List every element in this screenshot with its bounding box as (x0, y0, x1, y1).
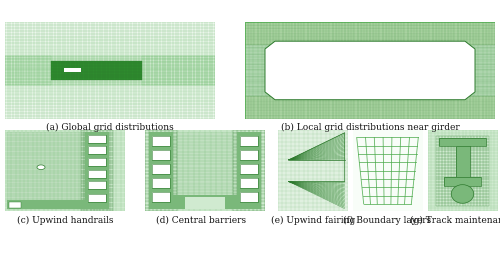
Text: (a) Global grid distributions: (a) Global grid distributions (46, 123, 174, 133)
Bar (240, 178, 258, 188)
Bar (152, 192, 170, 202)
Bar (5, 105, 215, 119)
Bar (88, 181, 106, 189)
Bar (444, 176, 480, 186)
Text: (f) Boundary layers: (f) Boundary layers (344, 215, 432, 225)
Bar (456, 146, 469, 176)
Bar (152, 150, 170, 160)
Bar (9, 202, 21, 208)
Circle shape (452, 185, 473, 203)
Text: (c) Upwind handrails: (c) Upwind handrails (17, 215, 113, 225)
Bar (152, 192, 170, 202)
Circle shape (37, 165, 45, 170)
Bar (7, 200, 85, 209)
Bar (152, 136, 170, 146)
Text: (b) Local grid distributions near girder: (b) Local grid distributions near girder (280, 123, 460, 133)
Polygon shape (288, 182, 344, 209)
Bar (51, 61, 142, 80)
Bar (64, 68, 80, 72)
Bar (88, 158, 106, 166)
Polygon shape (265, 41, 475, 100)
Bar (88, 181, 106, 189)
Bar (5, 56, 215, 85)
Bar (85, 133, 109, 209)
Bar (88, 158, 106, 166)
Bar (88, 135, 106, 143)
Bar (245, 22, 495, 45)
Bar (88, 146, 106, 154)
Bar (88, 135, 106, 143)
Bar (173, 195, 237, 209)
Text: (e) Upwind fairing: (e) Upwind fairing (272, 215, 355, 225)
Bar (240, 136, 258, 146)
Bar (152, 178, 170, 188)
Bar (88, 194, 106, 202)
Bar (438, 138, 486, 146)
Bar (5, 22, 215, 36)
Bar (185, 198, 225, 209)
Bar (152, 164, 170, 174)
Bar (240, 150, 258, 160)
Bar (9, 202, 21, 208)
Bar (88, 194, 106, 202)
Bar (438, 138, 486, 146)
Bar (88, 170, 106, 178)
Bar (240, 164, 258, 174)
Bar (152, 150, 170, 160)
Bar (456, 146, 469, 176)
Bar (240, 150, 258, 160)
Bar (152, 136, 170, 146)
Polygon shape (288, 133, 344, 160)
Bar (240, 178, 258, 188)
Text: (g) Track maintenance: (g) Track maintenance (410, 215, 500, 225)
Bar (88, 146, 106, 154)
Bar (152, 178, 170, 188)
Bar (240, 164, 258, 174)
Bar (88, 170, 106, 178)
Bar (237, 133, 261, 209)
Text: (d) Central barriers: (d) Central barriers (156, 215, 246, 224)
Bar (444, 176, 480, 186)
Bar (240, 192, 258, 202)
Bar (149, 133, 173, 209)
Bar (240, 136, 258, 146)
Bar (240, 192, 258, 202)
Bar (152, 164, 170, 174)
Bar (7, 133, 109, 209)
Bar (245, 96, 495, 119)
